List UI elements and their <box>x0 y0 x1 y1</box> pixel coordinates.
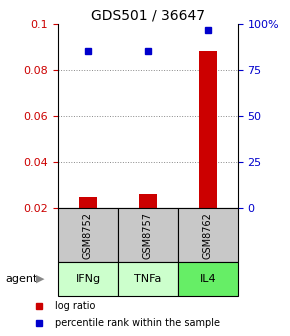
Text: agent: agent <box>6 274 38 284</box>
Bar <box>178 208 238 262</box>
Bar <box>118 208 178 262</box>
Text: percentile rank within the sample: percentile rank within the sample <box>55 319 220 328</box>
Text: TNFa: TNFa <box>134 274 162 284</box>
Text: ▶: ▶ <box>36 274 45 284</box>
Text: GSM8752: GSM8752 <box>83 212 93 259</box>
Bar <box>178 262 238 296</box>
Bar <box>118 262 178 296</box>
Text: GSM8757: GSM8757 <box>143 212 153 259</box>
Text: GSM8762: GSM8762 <box>203 212 213 259</box>
Bar <box>58 208 118 262</box>
Text: IL4: IL4 <box>200 274 216 284</box>
Text: log ratio: log ratio <box>55 301 95 311</box>
Bar <box>139 195 157 208</box>
Text: IFNg: IFNg <box>75 274 101 284</box>
Bar <box>58 262 118 296</box>
Bar <box>199 51 217 208</box>
Title: GDS501 / 36647: GDS501 / 36647 <box>91 8 205 23</box>
Bar <box>79 197 97 208</box>
